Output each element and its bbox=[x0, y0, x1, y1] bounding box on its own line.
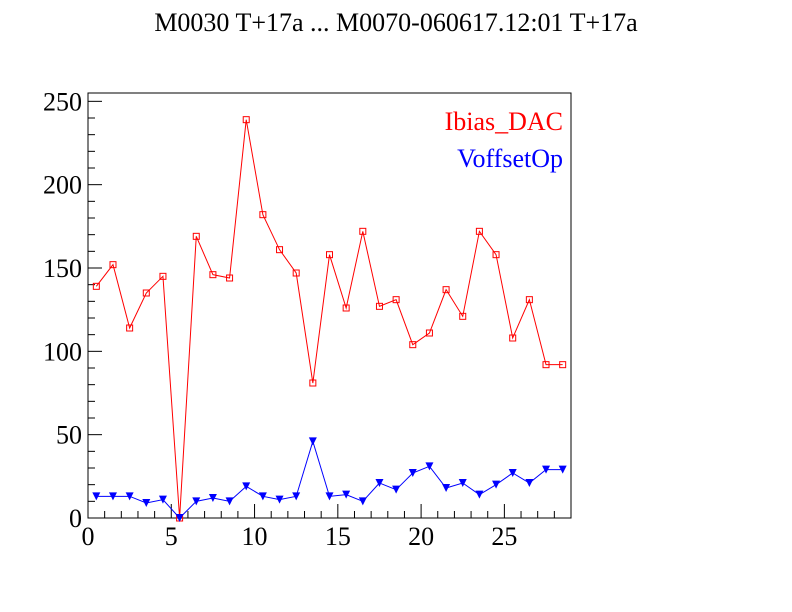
data-point bbox=[475, 227, 483, 235]
data-point bbox=[508, 469, 517, 477]
data-point bbox=[192, 497, 201, 506]
axes: 0 50 100 150 200 250 0 5 10 15 20 25 bbox=[43, 87, 572, 551]
data-point bbox=[275, 495, 284, 504]
data-point bbox=[358, 497, 367, 506]
data-point bbox=[375, 479, 384, 487]
data-point bbox=[276, 246, 284, 254]
legend-entry: Ibias_DAC bbox=[445, 107, 563, 136]
x-tick-label: 5 bbox=[165, 522, 178, 551]
y-tick-label: 100 bbox=[43, 337, 82, 366]
data-point bbox=[242, 482, 251, 491]
data-point bbox=[425, 462, 434, 471]
data-point bbox=[125, 492, 134, 501]
data-point bbox=[525, 479, 534, 487]
data-point bbox=[409, 341, 417, 349]
data-point bbox=[325, 492, 334, 501]
data-point bbox=[392, 485, 401, 494]
data-point bbox=[392, 296, 400, 304]
y-tick-label: 150 bbox=[43, 254, 82, 283]
data-point bbox=[242, 116, 250, 124]
data-point bbox=[209, 271, 217, 279]
data-point bbox=[175, 514, 184, 522]
data-point bbox=[492, 480, 501, 489]
series-VoffsetOp bbox=[92, 437, 567, 522]
x-tick-label: 25 bbox=[491, 522, 517, 551]
legend-entry: VoffsetOp bbox=[457, 144, 563, 173]
data-point bbox=[192, 232, 200, 240]
series-layer bbox=[92, 116, 567, 522]
data-point bbox=[159, 272, 167, 280]
x-tick-label: 0 bbox=[82, 522, 95, 551]
data-point bbox=[492, 251, 500, 259]
y-tick-label: 50 bbox=[56, 421, 82, 450]
data-point bbox=[208, 494, 217, 502]
data-point bbox=[108, 492, 117, 501]
data-point bbox=[92, 282, 100, 290]
data-point bbox=[559, 361, 567, 369]
data-point bbox=[458, 479, 467, 487]
chart-title: M0030 T+17a ... M0070-060617.12:01 T+17a bbox=[154, 8, 638, 37]
data-point bbox=[92, 492, 101, 501]
data-point bbox=[442, 484, 451, 492]
data-point bbox=[158, 495, 167, 504]
x-tick-label: 15 bbox=[325, 522, 351, 551]
series-line bbox=[96, 439, 563, 519]
data-point bbox=[342, 304, 350, 312]
data-point bbox=[509, 334, 517, 342]
data-point bbox=[558, 465, 567, 474]
data-point bbox=[258, 492, 267, 501]
x-tick-label: 20 bbox=[408, 522, 434, 551]
data-point bbox=[109, 261, 117, 269]
data-point bbox=[292, 269, 300, 277]
data-point bbox=[525, 296, 533, 304]
data-point bbox=[259, 211, 267, 219]
data-point bbox=[425, 329, 433, 337]
y-tick-label: 250 bbox=[43, 87, 82, 116]
data-point bbox=[475, 490, 484, 499]
y-tick-label: 0 bbox=[69, 504, 82, 533]
series-line bbox=[95, 119, 563, 519]
data-point bbox=[342, 490, 351, 499]
plot-frame bbox=[87, 92, 572, 519]
legend: Ibias_DAC VoffsetOp bbox=[445, 107, 563, 173]
data-point bbox=[142, 289, 150, 297]
data-point bbox=[126, 324, 134, 332]
data-point bbox=[442, 286, 450, 294]
data-point bbox=[225, 497, 234, 506]
data-point bbox=[375, 302, 383, 310]
data-point bbox=[142, 499, 151, 507]
series-Ibias_DAC bbox=[92, 116, 567, 522]
data-point bbox=[459, 312, 467, 320]
data-point bbox=[292, 492, 301, 501]
data-point bbox=[309, 379, 317, 387]
data-point bbox=[226, 274, 234, 282]
data-point bbox=[542, 361, 550, 369]
data-point bbox=[359, 227, 367, 235]
data-point bbox=[542, 465, 551, 474]
y-tick-label: 200 bbox=[43, 171, 82, 200]
data-point bbox=[408, 469, 417, 477]
data-point bbox=[326, 251, 333, 259]
data-point bbox=[308, 437, 317, 446]
x-tick-label: 10 bbox=[242, 522, 268, 551]
